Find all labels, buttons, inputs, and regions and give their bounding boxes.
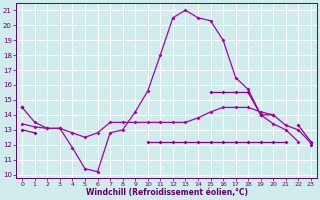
X-axis label: Windchill (Refroidissement éolien,°C): Windchill (Refroidissement éolien,°C): [85, 188, 248, 197]
